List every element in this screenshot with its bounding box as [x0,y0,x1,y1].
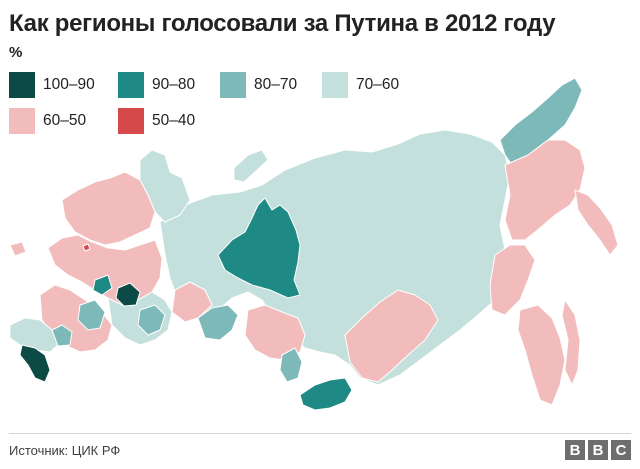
region-kaliningrad [9,241,27,257]
region-tomsk-novosibirsk [244,304,306,361]
region-mordovia [115,282,141,307]
legend-swatch [118,72,144,98]
legend-swatch [220,72,246,98]
legend-swatch [118,108,144,134]
legend-label: 50–40 [152,112,196,129]
legend-label: 70–60 [356,76,400,93]
bbc-logo-letter: C [611,440,631,460]
region-irkutsk [344,289,439,383]
legend-label: 80–70 [254,76,298,93]
legend-label: 90–80 [152,76,196,93]
bbc-logo-letter: B [565,440,585,460]
footer-divider [9,433,631,434]
bbc-logo: B B C [565,440,631,460]
region-altai [279,347,303,383]
region-khabarovsk [489,244,536,316]
region-kalmykia [51,324,73,347]
legend-item-60-50: 60–50 [9,108,86,134]
region-european-north [61,171,156,246]
region-chuvashia [92,274,113,296]
source-credit: Источник: ЦИК РФ [9,443,121,458]
legend-label: 60–50 [43,112,87,129]
legend-swatch [9,108,35,134]
bbc-logo-letter: B [588,440,608,460]
region-yamal-khmao [217,197,301,299]
region-urals [171,281,213,323]
region-central-siberia [159,129,511,386]
region-sakhalin [561,299,581,386]
legend-label: 100–90 [43,76,95,93]
legend-item-100-90: 100–90 [9,72,95,98]
region-saratov [77,299,106,331]
region-kamchatka [574,189,619,256]
region-tyumen-south [197,304,239,341]
region-tatarstan [137,304,166,336]
legend-item-70-60: 70–60 [322,72,399,98]
legend-item-90-80: 90–80 [118,72,195,98]
chart-title: Как регионы голосовали за Путина в 2012 … [9,10,556,37]
region-far-east-coast [504,139,586,241]
legend-item-50-40: 50–40 [118,108,195,134]
region-primorye [517,304,566,406]
region-tuva [299,377,353,411]
legend-swatch [322,72,348,98]
region-moscow [82,243,91,252]
region-chechnya-dagestan [19,344,51,383]
region-novaya-zemlya [233,149,269,183]
unit-label: % [9,44,23,61]
legend-item-80-70: 80–70 [220,72,297,98]
region-north-caucasus [9,317,59,353]
legend-swatch [9,72,35,98]
